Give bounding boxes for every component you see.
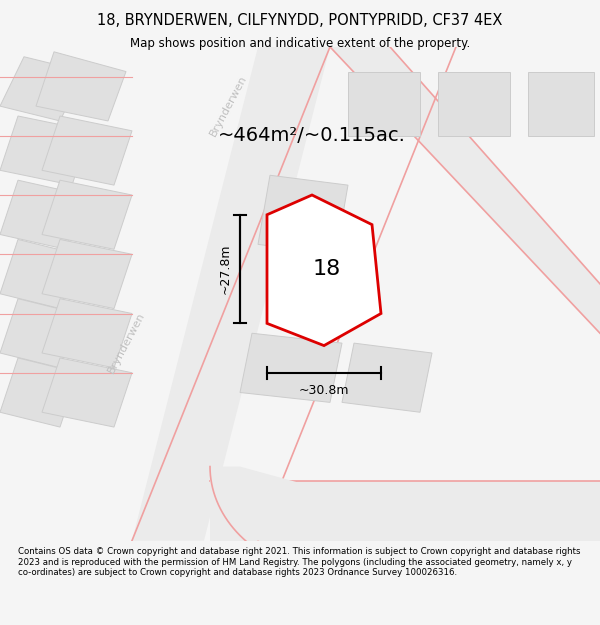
Polygon shape (528, 71, 594, 136)
Polygon shape (240, 333, 342, 402)
Polygon shape (0, 358, 78, 427)
Polygon shape (42, 180, 132, 249)
Text: Brynderwen: Brynderwen (208, 74, 248, 138)
Polygon shape (42, 116, 132, 185)
Text: 18: 18 (313, 259, 341, 279)
Text: ~27.8m: ~27.8m (218, 244, 232, 294)
Text: Brynderwen: Brynderwen (106, 311, 146, 376)
Polygon shape (0, 299, 78, 368)
Polygon shape (36, 52, 126, 121)
Polygon shape (132, 47, 330, 541)
Polygon shape (42, 239, 132, 309)
Text: Map shows position and indicative extent of the property.: Map shows position and indicative extent… (130, 36, 470, 49)
Text: ~464m²/~0.115ac.: ~464m²/~0.115ac. (218, 126, 406, 145)
Polygon shape (0, 116, 90, 185)
Polygon shape (42, 299, 132, 368)
Polygon shape (0, 239, 78, 309)
Polygon shape (348, 71, 420, 136)
Polygon shape (210, 466, 600, 541)
Text: ~30.8m: ~30.8m (299, 384, 349, 396)
Polygon shape (210, 481, 600, 541)
Polygon shape (330, 47, 600, 333)
Polygon shape (42, 358, 132, 427)
Polygon shape (267, 195, 381, 346)
Text: Contains OS data © Crown copyright and database right 2021. This information is : Contains OS data © Crown copyright and d… (18, 548, 581, 577)
Polygon shape (438, 71, 510, 136)
Polygon shape (342, 343, 432, 412)
Text: 18, BRYNDERWEN, CILFYNYDD, PONTYPRIDD, CF37 4EX: 18, BRYNDERWEN, CILFYNYDD, PONTYPRIDD, C… (97, 13, 503, 28)
Polygon shape (0, 180, 84, 249)
Polygon shape (258, 175, 348, 254)
Polygon shape (0, 57, 84, 121)
